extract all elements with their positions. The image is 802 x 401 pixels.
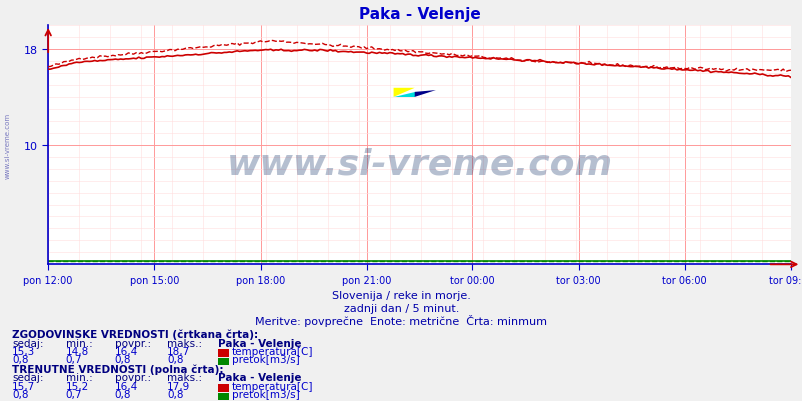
Text: temperatura[C]: temperatura[C] <box>232 346 313 356</box>
Text: ZGODOVINSKE VREDNOSTI (črtkana črta):: ZGODOVINSKE VREDNOSTI (črtkana črta): <box>12 328 258 339</box>
Polygon shape <box>393 93 414 98</box>
Text: www.si-vreme.com: www.si-vreme.com <box>4 112 10 178</box>
Text: Paka - Velenje: Paka - Velenje <box>218 373 302 383</box>
Text: 0,8: 0,8 <box>115 389 132 399</box>
Text: sedaj:: sedaj: <box>12 338 43 348</box>
Text: min.:: min.: <box>66 373 92 383</box>
Text: 0,8: 0,8 <box>12 389 29 399</box>
Text: maks.:: maks.: <box>167 338 202 348</box>
Text: 15,2: 15,2 <box>66 381 89 391</box>
Text: TRENUTNE VREDNOSTI (polna črta):: TRENUTNE VREDNOSTI (polna črta): <box>12 363 223 374</box>
Text: Meritve: povprečne  Enote: metrične  Črta: minmum: Meritve: povprečne Enote: metrične Črta:… <box>255 314 547 326</box>
Title: Paka - Velenje: Paka - Velenje <box>358 7 480 22</box>
Text: 0,8: 0,8 <box>167 354 184 365</box>
Text: 18,7: 18,7 <box>167 346 190 356</box>
Text: 0,8: 0,8 <box>115 354 132 365</box>
Text: povpr.:: povpr.: <box>115 338 151 348</box>
Text: 17,9: 17,9 <box>167 381 190 391</box>
Text: zadnji dan / 5 minut.: zadnji dan / 5 minut. <box>343 304 459 314</box>
Text: temperatura[C]: temperatura[C] <box>232 381 313 391</box>
Polygon shape <box>393 89 414 98</box>
Polygon shape <box>414 91 435 98</box>
Text: 16,4: 16,4 <box>115 346 138 356</box>
Text: maks.:: maks.: <box>167 373 202 383</box>
Text: 0,7: 0,7 <box>66 354 83 365</box>
Text: min.:: min.: <box>66 338 92 348</box>
Text: 0,8: 0,8 <box>167 389 184 399</box>
Text: sedaj:: sedaj: <box>12 373 43 383</box>
Text: 14,8: 14,8 <box>66 346 89 356</box>
Text: povpr.:: povpr.: <box>115 373 151 383</box>
Text: www.si-vreme.com: www.si-vreme.com <box>226 148 612 181</box>
Text: 15,3: 15,3 <box>12 346 35 356</box>
Text: 16,4: 16,4 <box>115 381 138 391</box>
Text: pretok[m3/s]: pretok[m3/s] <box>232 354 299 365</box>
Text: 0,7: 0,7 <box>66 389 83 399</box>
Text: pretok[m3/s]: pretok[m3/s] <box>232 389 299 399</box>
Text: Paka - Velenje: Paka - Velenje <box>218 338 302 348</box>
Text: Slovenija / reke in morje.: Slovenija / reke in morje. <box>332 291 470 301</box>
Text: 0,8: 0,8 <box>12 354 29 365</box>
Text: 15,7: 15,7 <box>12 381 35 391</box>
